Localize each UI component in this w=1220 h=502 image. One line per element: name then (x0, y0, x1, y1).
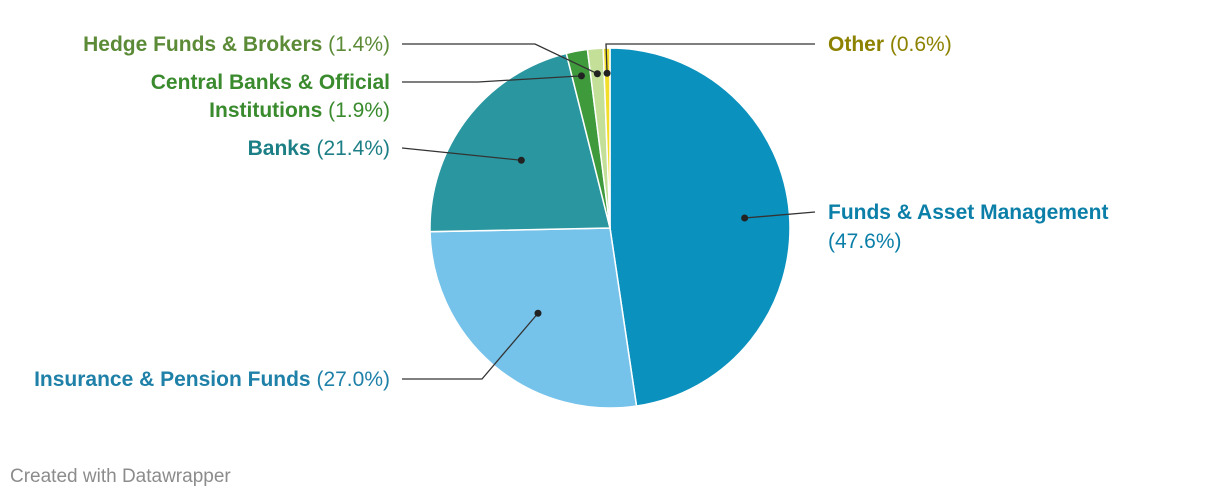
label-value: (21.4%) (311, 137, 390, 160)
label-central-banks-official-institutions: Central Banks & Official Institutions (1.… (151, 71, 390, 122)
label-value: (1.9%) (322, 99, 390, 122)
label-name: Hedge Funds & Brokers (83, 33, 322, 56)
label-name-line-2: Institutions (209, 99, 322, 122)
leader-line-hedge-funds-brokers (402, 43, 598, 75)
leader-dot-other (603, 69, 611, 77)
label-name: Funds & Asset Management (828, 201, 1108, 224)
pie-slice-banks (429, 52, 611, 233)
leader-dot-funds-asset-management (741, 214, 749, 222)
leader-dot-hedge-funds-brokers (593, 70, 601, 78)
label-value: (27.0%) (311, 368, 390, 391)
leader-dot-central-banks-official-institutions (577, 72, 585, 80)
leader-line-insurance-pension-funds (402, 312, 539, 380)
label-banks: Banks (21.4%) (248, 137, 390, 160)
label-insurance-pension-funds: Insurance & Pension Funds (27.0%) (34, 368, 390, 391)
leader-line-funds-asset-management (744, 211, 816, 219)
label-name-line-1: Central Banks & Official (151, 71, 390, 94)
label-value: (0.6%) (884, 33, 952, 56)
leader-line-other (605, 43, 815, 74)
label-value: (47.6%) (828, 230, 902, 253)
pie-labels: Funds & Asset Management (47.6%) Insurance… (34, 33, 1108, 391)
pie-chart: Funds & Asset Management (47.6%) Insurance… (34, 33, 1108, 409)
label-name: Other (828, 33, 884, 56)
label-hedge-funds-brokers: Hedge Funds & Brokers (1.4%) (83, 33, 390, 56)
label-other: Other (0.6%) (828, 33, 952, 56)
label-name: Banks (248, 137, 311, 160)
leader-line-banks (401, 147, 522, 161)
pie-slice-funds-asset-management (609, 47, 791, 407)
label-funds-asset-management: Funds & Asset Management (47.6%) (828, 201, 1108, 253)
credit-footer: Created with Datawrapper (10, 466, 231, 487)
label-value: (1.4%) (322, 33, 390, 56)
pie-slices (429, 47, 791, 409)
leader-line-central-banks-official-institutions (402, 75, 582, 83)
label-name: Insurance & Pension Funds (34, 368, 311, 391)
leader-dot-insurance-pension-funds (534, 309, 542, 317)
leader-dot-banks (517, 156, 525, 164)
